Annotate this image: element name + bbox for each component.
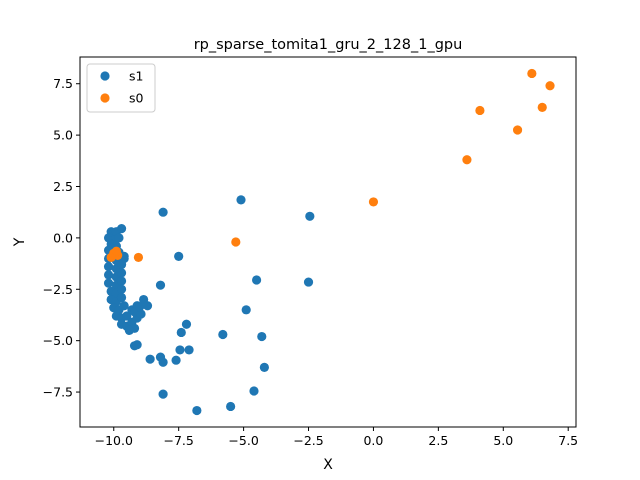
legend-label: s0: [129, 91, 144, 106]
data-point: [259, 362, 269, 372]
data-point: [158, 207, 168, 217]
data-point: [512, 125, 523, 135]
data-point: [192, 405, 202, 416]
y-axis: −7.5 −5.0 −2.5 0.0 2.5 5.0 7.5: [43, 76, 80, 400]
data-point: [158, 389, 168, 399]
x-tick-label: −7.5: [164, 433, 194, 448]
data-point: [111, 246, 121, 256]
data-point: [176, 327, 186, 338]
data-point: [103, 270, 114, 280]
data-point: [119, 301, 129, 311]
legend-marker: [100, 71, 110, 81]
data-point: [133, 252, 144, 263]
axes-frame: [79, 56, 577, 428]
data-point: [462, 155, 472, 165]
data-point: [184, 345, 194, 355]
data-point: [305, 211, 315, 221]
data-point: [545, 81, 555, 91]
data-point: [122, 311, 132, 321]
data-point: [114, 233, 124, 243]
y-tick-label: 5.0: [53, 128, 73, 143]
data-point: [181, 319, 192, 329]
data-point: [303, 277, 314, 287]
legend-marker: [100, 93, 110, 103]
x-tick-label: 0.0: [363, 433, 383, 448]
data-point: [249, 386, 259, 396]
chart-title: rp_sparse_tomita1_gru_2_128_1_gpu: [194, 37, 463, 53]
legend-box: [86, 63, 156, 113]
data-point: [175, 345, 185, 355]
y-tick-label: −5.0: [43, 333, 73, 348]
x-tick-label: −5.0: [228, 433, 258, 448]
data-point: [218, 329, 228, 340]
data-point: [537, 102, 547, 112]
data-point: [527, 68, 537, 79]
data-point: [106, 252, 116, 263]
data-point: [116, 268, 127, 278]
data-point: [475, 105, 485, 116]
x-tick-label: 5.0: [493, 433, 513, 448]
data-point: [174, 251, 184, 261]
data-point: [135, 302, 145, 312]
y-tick-label: 2.5: [53, 179, 73, 194]
data-point: [257, 331, 267, 342]
x-tick-label: 7.5: [558, 433, 578, 448]
series-s1: [103, 195, 315, 416]
x-axis: −10.0 −7.5 −5.0 −2.5 0.0 2.5 5.0 7.5: [95, 427, 578, 448]
data-point: [124, 325, 134, 335]
data-point: [241, 305, 251, 315]
data-point: [132, 340, 142, 350]
data-point: [158, 357, 168, 367]
x-tick-label: −10.0: [95, 433, 133, 448]
data-point: [226, 401, 236, 412]
data-point: [116, 260, 127, 270]
data-point: [145, 354, 155, 364]
data-point: [171, 355, 181, 365]
data-point: [116, 224, 127, 234]
data-point: [103, 278, 114, 288]
legend-label: s1: [129, 69, 143, 84]
data-point: [136, 309, 146, 319]
data-point: [103, 262, 114, 272]
y-tick-label: −2.5: [43, 282, 73, 297]
series-s0: [106, 68, 555, 263]
y-axis-label: Y: [12, 237, 28, 247]
data-point: [155, 280, 166, 290]
y-tick-label: 0.0: [53, 230, 73, 245]
data-point: [251, 275, 262, 285]
data-point: [116, 292, 127, 303]
data-point: [142, 301, 153, 311]
data-point: [116, 276, 127, 286]
y-tick-label: 7.5: [53, 76, 73, 91]
x-axis-label: X: [323, 457, 333, 473]
x-tick-label: 2.5: [428, 433, 448, 448]
data-point: [236, 195, 246, 205]
y-tick-label: −7.5: [43, 385, 73, 400]
data-point: [368, 197, 379, 207]
points-layer: [103, 68, 555, 416]
x-tick-label: −2.5: [293, 433, 323, 448]
data-point: [116, 284, 127, 294]
data-point: [231, 237, 241, 247]
